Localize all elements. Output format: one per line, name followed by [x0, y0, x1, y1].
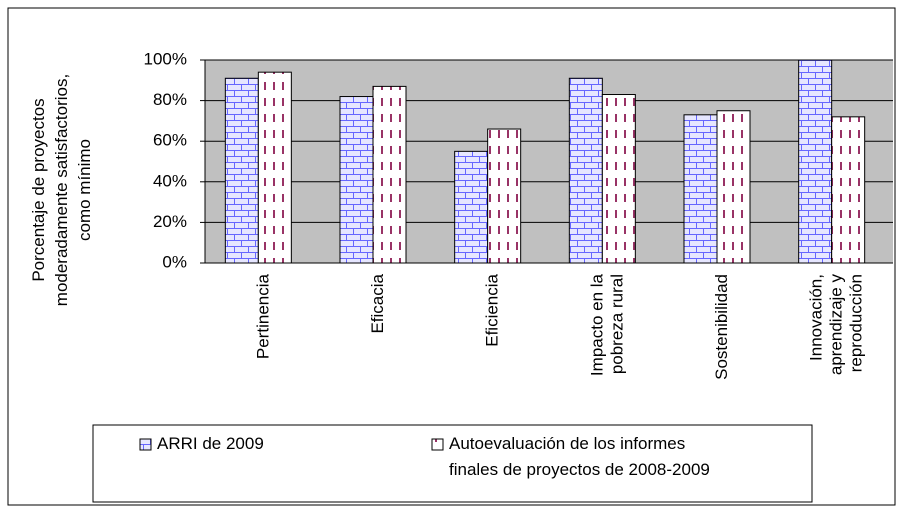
- bar: [798, 59, 833, 264]
- bar: [339, 96, 374, 264]
- bar: [372, 85, 407, 264]
- legend-swatch: [139, 438, 152, 451]
- bar: [487, 128, 522, 264]
- legend-box: [92, 424, 813, 503]
- bar: [831, 116, 866, 264]
- y-tick-label: 40%: [153, 171, 187, 190]
- y-tick-label: 0%: [162, 252, 187, 271]
- bar: [716, 110, 751, 264]
- x-tick-label: Eficiencia: [483, 273, 502, 346]
- x-tick-label: Impacto en lapobreza rural: [588, 273, 627, 376]
- y-tick-label: 100%: [144, 49, 187, 68]
- bar: [454, 150, 489, 264]
- bar: [257, 71, 292, 264]
- legend-label: ARRI de 2009: [157, 434, 264, 453]
- bar: [601, 94, 636, 264]
- legend-label: Autoevaluación de los informes finales de…: [449, 434, 710, 479]
- x-tick-label: Eficacia: [368, 273, 387, 333]
- bar: [224, 77, 259, 264]
- x-tick-label: Sostenibilidad: [712, 274, 731, 380]
- bar: [683, 114, 718, 264]
- y-tick-label: 20%: [153, 212, 187, 231]
- y-tick-label: 60%: [153, 131, 187, 150]
- legend-swatch: [431, 438, 444, 451]
- x-tick-label: Pertinencia: [254, 273, 273, 359]
- y-axis-label: Porcentaje de proyectos moderadamente sat…: [29, 74, 94, 306]
- chart-frame: [7, 7, 896, 506]
- bar: [568, 77, 603, 264]
- y-tick-label: 80%: [153, 90, 187, 109]
- x-tick-label: Innovación,aprendizaje yreproducción: [807, 274, 866, 376]
- plot-area: [205, 60, 893, 263]
